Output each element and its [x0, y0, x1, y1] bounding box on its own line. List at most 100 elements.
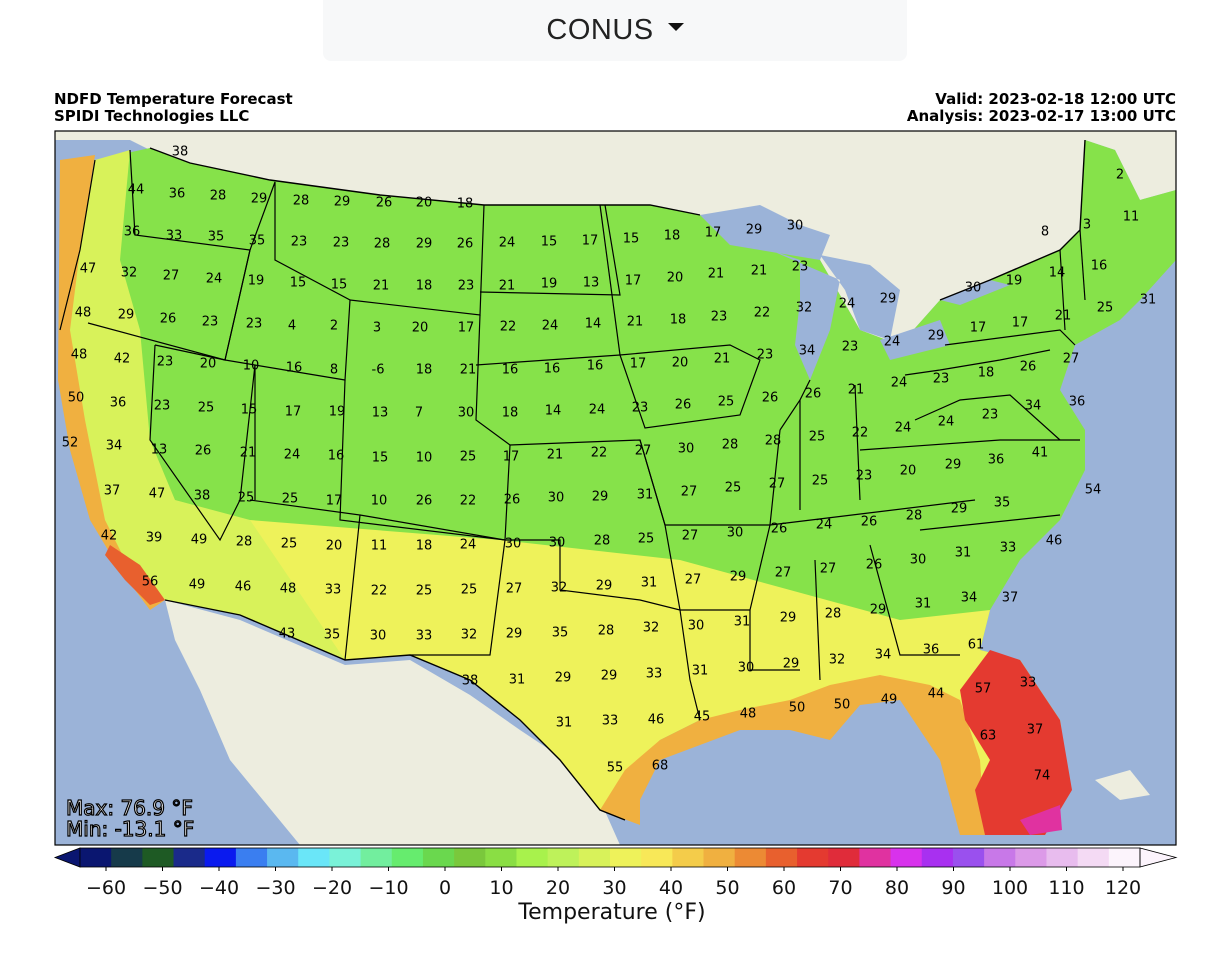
station-temp-label: 37 [1027, 723, 1044, 738]
station-temp-label: 23 [711, 310, 728, 325]
station-temp-label: 44 [928, 687, 945, 702]
station-temp-label: 17 [630, 357, 647, 372]
station-temp-label: 26 [504, 493, 521, 508]
station-temp-label: 23 [291, 235, 308, 250]
colorbar-tick-label: 60 [772, 877, 796, 899]
region-dropdown[interactable]: CONUS [323, 0, 907, 61]
colorbar-bin [391, 848, 424, 867]
station-temp-label: 63 [980, 729, 997, 744]
station-temp-label: 23 [246, 317, 263, 332]
station-temp-label: 21 [848, 383, 865, 398]
station-temp-label: 61 [968, 638, 985, 653]
station-temp-label: 42 [114, 352, 131, 367]
station-temp-label: 27 [635, 444, 652, 459]
station-temp-label: 27 [685, 573, 702, 588]
analysis-time: Analysis: 2023-02-17 13:00 UTC [906, 107, 1176, 125]
colorbar-tick-label: 100 [992, 877, 1028, 899]
station-temp-label: 2 [1116, 168, 1124, 183]
zone-yellow-south [250, 520, 1070, 835]
station-temp-label: 23 [792, 260, 809, 275]
station-temp-label: 23 [632, 401, 649, 416]
colorbar-tick-label: −40 [199, 877, 239, 899]
colorbar-bin [672, 848, 705, 867]
map-source: SPIDI Technologies LLC [54, 107, 250, 125]
station-temp-label: 25 [281, 537, 298, 552]
station-temp-label: 10 [416, 451, 433, 466]
station-temp-label: 35 [208, 230, 225, 245]
station-temp-label: 24 [891, 376, 908, 391]
station-temp-label: 34 [799, 344, 816, 359]
station-temp-label: 49 [189, 578, 206, 593]
station-temp-label: 31 [1140, 293, 1157, 308]
station-temp-label: 48 [280, 582, 297, 597]
station-temp-label: 29 [601, 669, 618, 684]
station-temp-label: 28 [374, 237, 391, 252]
station-temp-label: 21 [460, 363, 477, 378]
station-temp-label: 30 [458, 406, 475, 421]
station-temp-label: 20 [900, 464, 917, 479]
station-temp-label: 4 [288, 319, 296, 334]
station-temp-label: 32 [121, 266, 138, 281]
station-temp-label: 33 [602, 714, 619, 729]
colorbar-tick-label: −30 [255, 877, 295, 899]
station-temp-label: 23 [154, 399, 171, 414]
country-borders [149, 139, 1086, 821]
station-temp-label: 32 [551, 581, 568, 596]
station-temp-label: 31 [734, 615, 751, 630]
colorbar-bin [921, 848, 954, 867]
station-temp-label: 11 [371, 539, 388, 554]
station-temp-label: 29 [416, 237, 433, 252]
station-temp-label: 49 [191, 533, 208, 548]
station-temp-label: 45 [694, 710, 711, 725]
station-temp-label: 26 [416, 494, 433, 509]
station-temp-label: 13 [583, 276, 600, 291]
station-temp-label: 26 [805, 387, 822, 402]
colorbar-bin [298, 848, 330, 867]
station-temp-label: 24 [884, 335, 901, 350]
colorbar-ticks: −60 −50 −40 −30 −20 −10 0 10 20 30 40 50 60 70 80 90 100… [86, 867, 1141, 899]
station-temp-label: 28 [210, 189, 227, 204]
station-temp-label: 20 [672, 356, 689, 371]
station-temp-label: 34 [106, 439, 123, 454]
station-temp-label: 19 [248, 274, 265, 289]
station-temp-label: 10 [371, 494, 388, 509]
colorbar-bin [204, 848, 237, 867]
station-temp-label: 29 [951, 502, 968, 517]
colorbar-bin [765, 848, 798, 867]
colorbar-bin [454, 848, 486, 867]
station-temp-label: 21 [1055, 309, 1072, 324]
colorbar-bin [1108, 848, 1141, 867]
station-temp-label: 31 [692, 664, 709, 679]
station-temp-label: 36 [1069, 395, 1086, 410]
zone-orange-coast [58, 155, 165, 610]
station-temp-label: 24 [206, 272, 223, 287]
station-temp-label: 21 [751, 264, 768, 279]
station-temp-label: 17 [326, 494, 343, 509]
station-temp-label: 23 [856, 469, 873, 484]
station-temp-label: 30 [910, 553, 927, 568]
station-temp-label: 27 [775, 566, 792, 581]
colorbar-tick-label: 30 [602, 877, 626, 899]
station-temp-label: 25 [198, 401, 215, 416]
station-temp-label: 29 [730, 570, 747, 585]
station-temp-label: 27 [163, 269, 180, 284]
zone-orange-gulf [600, 675, 985, 835]
station-temp-label: 20 [200, 357, 217, 372]
station-temp-label: 30 [505, 537, 522, 552]
min-max-stats: Max: 76.9 °F Min: -13.1 °F [65, 797, 194, 840]
station-temp-label: 25 [718, 395, 735, 410]
station-temp-label: 24 [816, 518, 833, 533]
station-temp-label: 16 [587, 359, 604, 374]
station-temp-label: 25 [238, 491, 255, 506]
colorbar-tick-label: 50 [715, 877, 739, 899]
map-time-block: Valid: 2023-02-18 12:00 UTC Analysis: 20… [907, 91, 1176, 125]
station-temp-label: 29 [783, 657, 800, 672]
station-temp-label: 23 [458, 279, 475, 294]
station-temp-label: 16 [544, 362, 561, 377]
station-temp-label: 33 [325, 583, 342, 598]
station-temp-label: 30 [688, 619, 705, 634]
zone-magenta-keys [1020, 805, 1062, 835]
station-temp-label: 33 [166, 229, 183, 244]
colorbar-bin [828, 848, 860, 867]
